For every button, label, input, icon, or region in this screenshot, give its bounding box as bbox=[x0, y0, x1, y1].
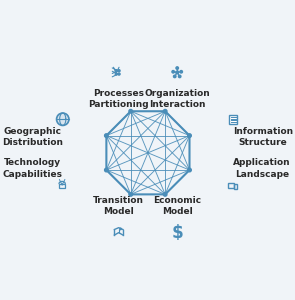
Circle shape bbox=[118, 73, 120, 75]
Circle shape bbox=[172, 70, 174, 73]
Circle shape bbox=[118, 70, 120, 72]
Circle shape bbox=[129, 110, 132, 113]
FancyBboxPatch shape bbox=[230, 115, 237, 124]
Text: Economic
Model: Economic Model bbox=[153, 196, 201, 216]
Circle shape bbox=[163, 193, 167, 196]
Text: Geographic
Distribution: Geographic Distribution bbox=[2, 127, 63, 147]
Circle shape bbox=[176, 67, 178, 69]
Text: Transition
Model: Transition Model bbox=[93, 196, 144, 216]
Text: $: $ bbox=[171, 224, 183, 242]
Circle shape bbox=[115, 73, 117, 75]
Circle shape bbox=[188, 168, 191, 172]
Circle shape bbox=[176, 71, 178, 74]
Text: Technology
Capabilities: Technology Capabilities bbox=[3, 158, 63, 178]
Circle shape bbox=[188, 134, 191, 137]
Text: Organization
Interaction: Organization Interaction bbox=[144, 89, 210, 110]
Circle shape bbox=[163, 110, 167, 113]
Circle shape bbox=[180, 70, 183, 73]
Circle shape bbox=[178, 75, 181, 78]
Circle shape bbox=[105, 134, 108, 137]
Circle shape bbox=[173, 75, 176, 78]
Circle shape bbox=[115, 70, 117, 72]
Circle shape bbox=[105, 168, 108, 172]
Text: Information
Structure: Information Structure bbox=[233, 127, 293, 147]
Circle shape bbox=[120, 228, 121, 230]
Text: Application
Landscape: Application Landscape bbox=[233, 158, 291, 178]
Text: Processes
Partitioning: Processes Partitioning bbox=[88, 89, 149, 110]
Circle shape bbox=[57, 113, 69, 125]
Circle shape bbox=[129, 193, 132, 196]
